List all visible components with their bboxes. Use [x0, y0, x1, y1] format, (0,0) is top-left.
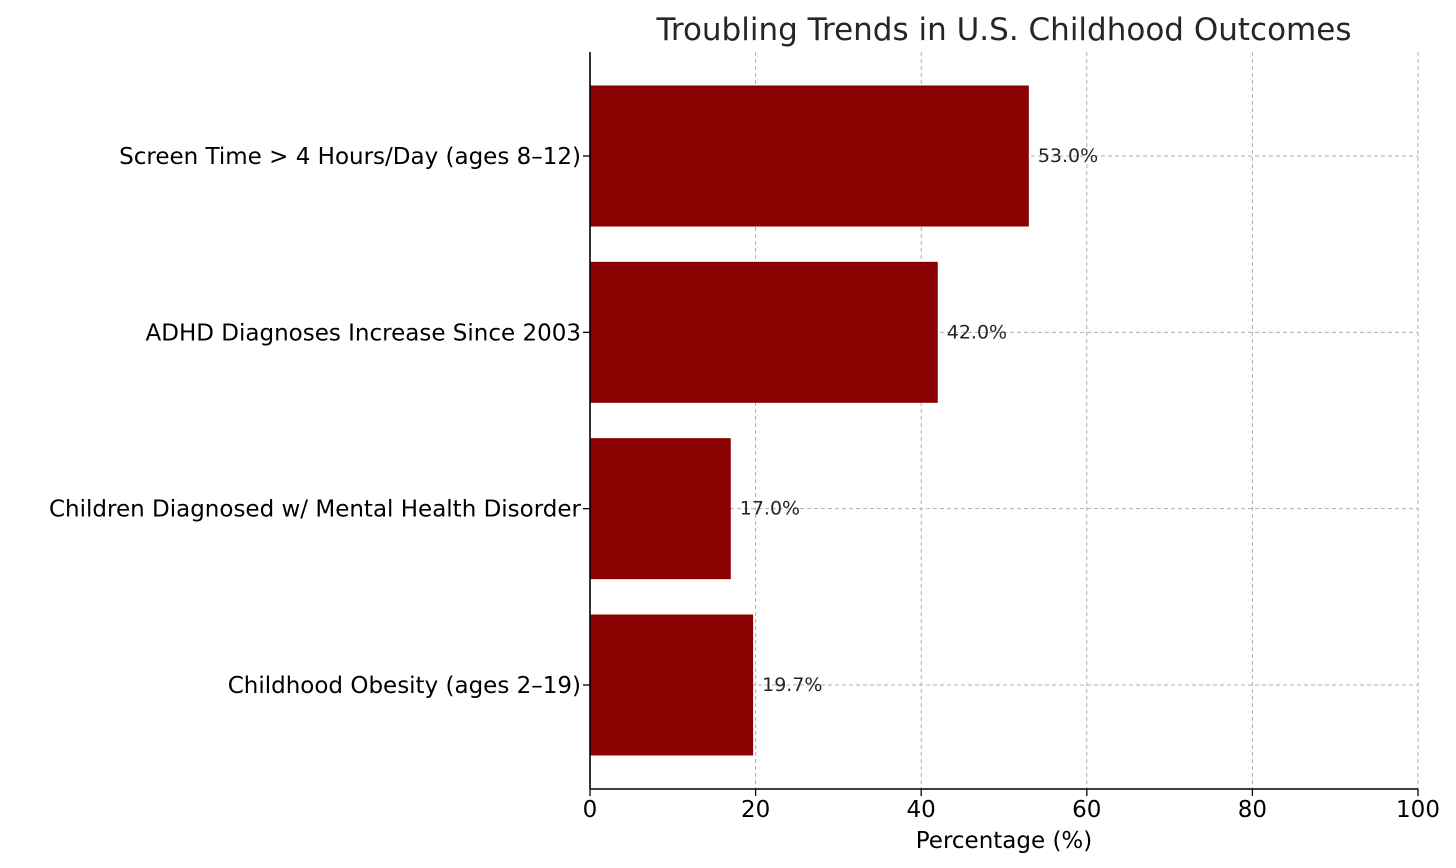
x-tick-label: 60 [1072, 797, 1101, 823]
data-label: 19.7% [762, 674, 822, 696]
bar [590, 614, 754, 756]
data-label: 42.0% [947, 321, 1007, 343]
x-axis-ticks: 0 20 40 60 80 100 [583, 789, 1440, 823]
x-axis-title: Percentage (%) [916, 828, 1093, 854]
value-labels: 53.0% 42.0% 17.0% 19.7% [740, 145, 1098, 696]
data-label: 53.0% [1038, 145, 1098, 167]
bar [590, 438, 731, 580]
x-tick-label: 0 [583, 797, 598, 823]
axes [589, 52, 1418, 790]
x-tick-label: 40 [907, 797, 936, 823]
bars [590, 85, 1029, 756]
x-tick-label: 20 [741, 797, 770, 823]
category-label: Screen Time > 4 Hours/Day (ages 8–12) [119, 144, 581, 170]
x-tick-label: 100 [1396, 797, 1440, 823]
bar [590, 261, 938, 403]
category-label: Children Diagnosed w/ Mental Health Diso… [49, 497, 582, 523]
chart-title: Troubling Trends in U.S. Childhood Outco… [656, 12, 1352, 48]
y-axis-labels: Screen Time > 4 Hours/Day (ages 8–12) ADH… [49, 144, 590, 699]
category-label: Childhood Obesity (ages 2–19) [228, 673, 581, 699]
bar [590, 85, 1029, 227]
x-tick-label: 80 [1238, 797, 1267, 823]
category-label: ADHD Diagnoses Increase Since 2003 [146, 320, 581, 346]
data-label: 17.0% [740, 498, 800, 520]
